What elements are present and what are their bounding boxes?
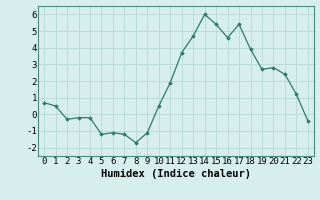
X-axis label: Humidex (Indice chaleur): Humidex (Indice chaleur) [101,169,251,179]
